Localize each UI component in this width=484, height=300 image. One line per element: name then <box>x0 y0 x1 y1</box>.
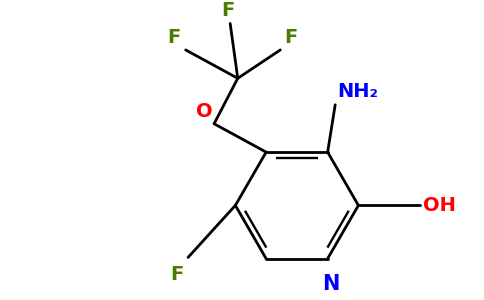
Text: F: F <box>222 1 235 20</box>
Text: N: N <box>322 274 339 294</box>
Text: F: F <box>284 28 297 47</box>
Text: F: F <box>168 28 181 47</box>
Text: OH: OH <box>423 196 455 215</box>
Text: F: F <box>170 265 183 284</box>
Text: NH₂: NH₂ <box>337 82 378 101</box>
Text: O: O <box>196 102 212 121</box>
